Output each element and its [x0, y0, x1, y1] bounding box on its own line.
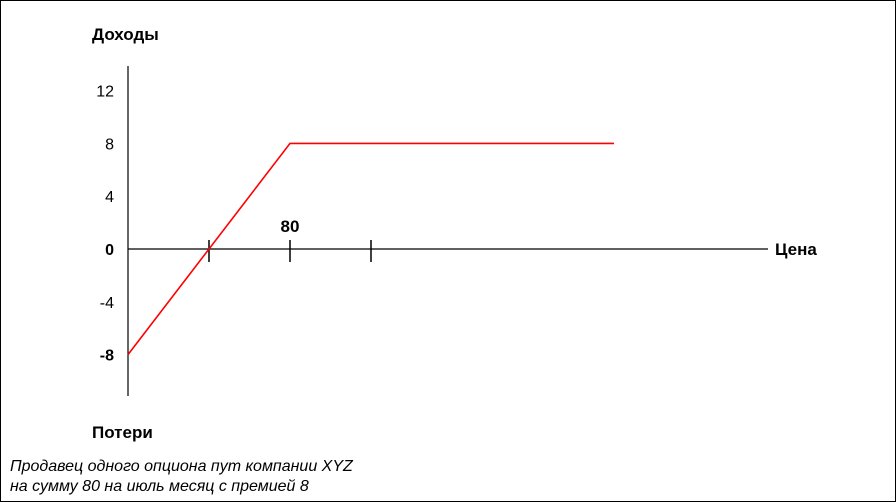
ticks — [208, 240, 372, 262]
y-tick-label: -4 — [100, 295, 114, 312]
y-tick-label: -8 — [100, 348, 114, 365]
labels: 12 8 4 0 -4 -8 80 Доходы Потери Цена — [92, 25, 817, 442]
series — [127, 142, 614, 356]
y-tick-label: 0 — [105, 242, 114, 259]
y-tick-label: 12 — [96, 84, 114, 101]
y-tick-label: 4 — [105, 189, 114, 206]
y-axis-title: Доходы — [92, 25, 159, 44]
x-tick-label: 80 — [281, 217, 300, 236]
caption-line-1: Продавец одного опциона пут компании XYZ — [10, 458, 353, 475]
caption-line-2: на сумму 80 на июль месяц с премией 8 — [10, 478, 309, 495]
x-axis-title: Цена — [775, 240, 817, 259]
y-axis-title-bottom: Потери — [92, 423, 153, 442]
series-line-0 — [127, 142, 614, 356]
y-tick-label: 8 — [105, 136, 114, 153]
axes — [127, 66, 768, 396]
